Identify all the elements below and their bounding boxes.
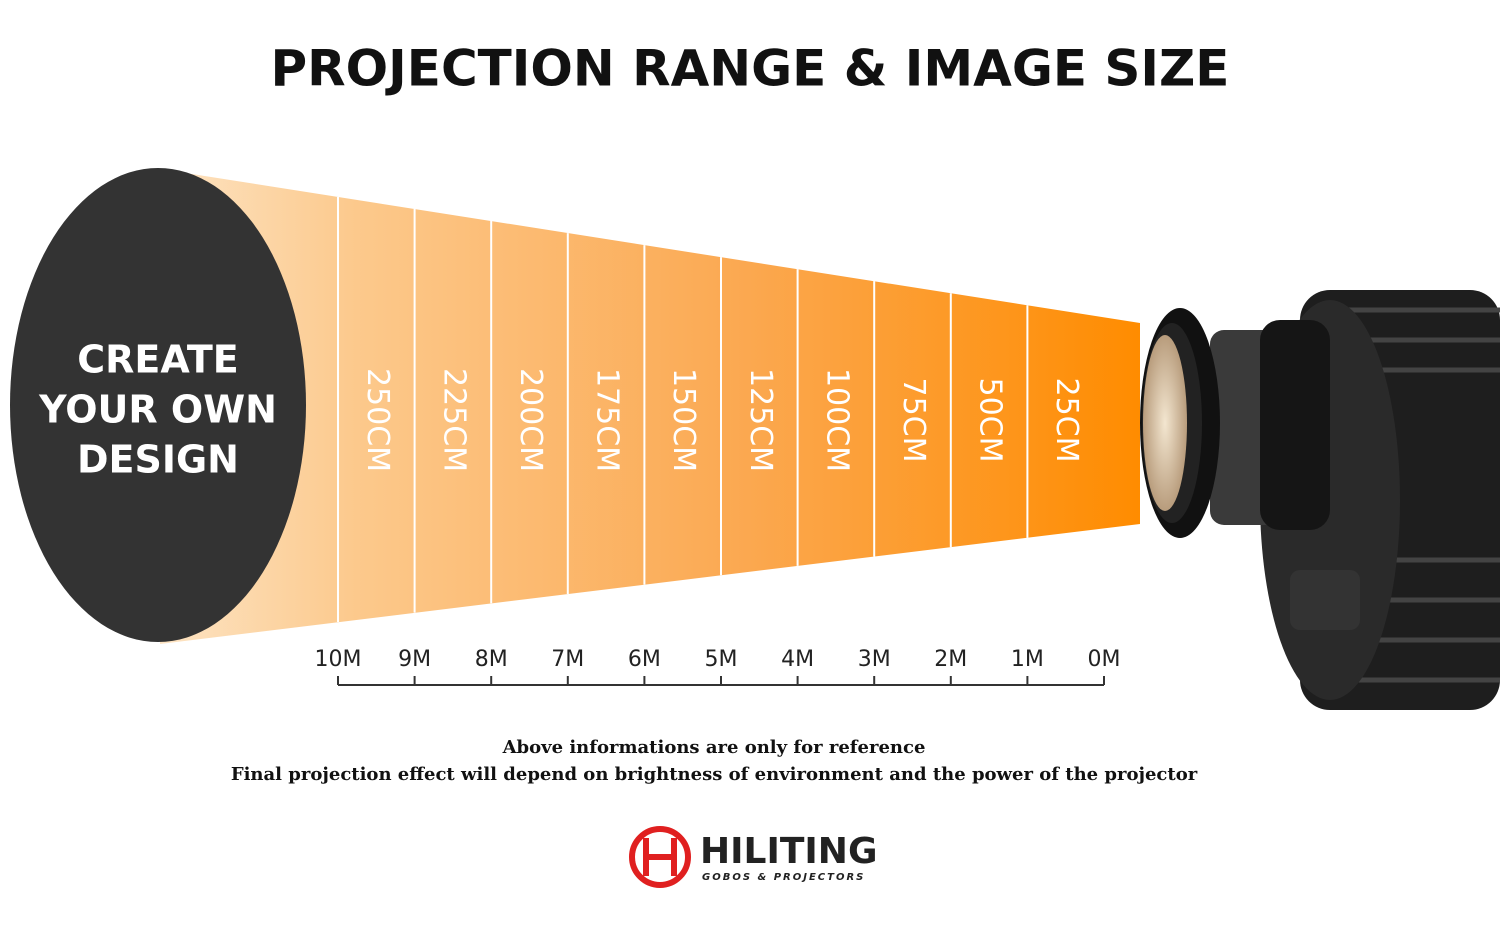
image-size-label: 25CM bbox=[1049, 377, 1084, 462]
image-size-label: 50CM bbox=[973, 377, 1008, 462]
design-label: CREATE bbox=[77, 338, 238, 382]
distance-label: 3M bbox=[858, 647, 891, 672]
design-label: YOUR OWN bbox=[38, 388, 277, 432]
brand-logo: HILITING GOBOS & PROJECTORS bbox=[629, 826, 878, 888]
distance-label: 10M bbox=[315, 647, 362, 672]
distance-label: 8M bbox=[475, 647, 508, 672]
projection-cone bbox=[160, 169, 1140, 644]
projector bbox=[1140, 290, 1500, 710]
brand-tagline: GOBOS & PROJECTORS bbox=[702, 872, 865, 883]
note: Above informations are only for referenc… bbox=[502, 737, 926, 758]
image-size-label: 175CM bbox=[590, 368, 625, 472]
distance-label: 4M bbox=[781, 647, 814, 672]
distance-label: 0M bbox=[1088, 647, 1121, 672]
distance-label: 9M bbox=[398, 647, 431, 672]
image-size-label: 125CM bbox=[743, 368, 778, 472]
distance-label: 5M bbox=[705, 647, 738, 672]
note: Final projection effect will depend on b… bbox=[231, 764, 1198, 785]
distance-label: 1M bbox=[1011, 647, 1044, 672]
title: PROJECTION RANGE & IMAGE SIZE bbox=[271, 40, 1230, 98]
brand-name: HILITING bbox=[700, 831, 878, 872]
distance-label: 7M bbox=[551, 647, 584, 672]
distance-label: 6M bbox=[628, 647, 661, 672]
design-disc bbox=[10, 168, 306, 642]
design-label: DESIGN bbox=[77, 438, 239, 482]
image-size-label: 150CM bbox=[666, 368, 701, 472]
image-size-label: 250CM bbox=[360, 368, 395, 472]
image-size-label: 75CM bbox=[896, 377, 931, 462]
image-size-label: 200CM bbox=[513, 368, 548, 472]
image-size-label: 225CM bbox=[436, 368, 471, 472]
image-size-label: 100CM bbox=[819, 368, 854, 472]
distance-label: 2M bbox=[934, 647, 967, 672]
